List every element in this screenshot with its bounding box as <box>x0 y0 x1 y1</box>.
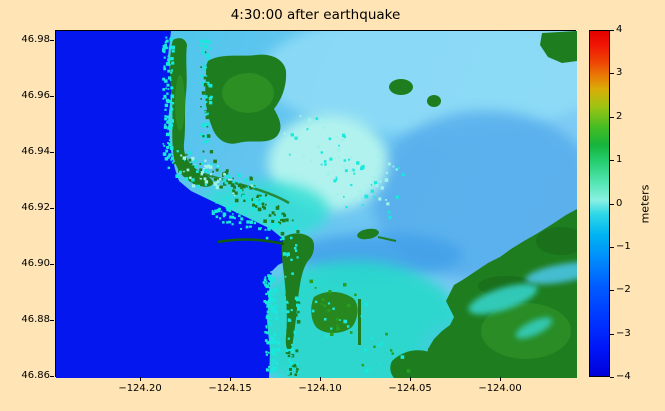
y-tick-mark <box>50 40 54 41</box>
colorbar <box>589 30 610 377</box>
land-shoal-arc <box>200 171 290 205</box>
x-tick-mark <box>140 377 141 381</box>
colorbar-tick-mark <box>610 160 614 161</box>
y-tick-mark <box>50 96 54 97</box>
colorbar-tick-mark <box>610 290 614 291</box>
y-tick-label: 46.92 <box>21 202 50 213</box>
land-island-a <box>389 79 413 95</box>
y-tick-label: 46.90 <box>21 258 50 269</box>
colorbar-tick-mark <box>610 334 614 335</box>
x-tick-label: −124.15 <box>208 383 252 394</box>
colorbar-tick-label: −1 <box>616 240 631 252</box>
land-marsh-island <box>311 291 358 333</box>
y-tick-mark <box>50 208 54 209</box>
y-tick-label: 46.86 <box>21 370 50 381</box>
x-tick-mark <box>230 377 231 381</box>
y-tick-label: 46.96 <box>21 90 50 101</box>
y-tick-label: 46.88 <box>21 314 50 325</box>
x-tick-label: −124.05 <box>388 383 432 394</box>
x-tick-mark <box>500 377 501 381</box>
land-thin-strip <box>358 299 361 345</box>
y-tick-mark <box>50 376 54 377</box>
colorbar-tick-label: 2 <box>616 110 623 122</box>
x-tick-label: −124.20 <box>118 383 162 394</box>
y-tick-mark <box>50 264 54 265</box>
colorbar-tick-label: 0 <box>616 197 623 209</box>
colorbar-tick-label: −3 <box>616 327 631 339</box>
y-tick-mark <box>50 320 54 321</box>
land-bay-island <box>357 228 379 240</box>
colorbar-tick-mark <box>610 30 614 31</box>
colorbar-tick-label: 1 <box>616 154 623 166</box>
y-tick-label: 46.98 <box>21 34 50 45</box>
tsunami-map <box>56 31 577 378</box>
colorbar-tick-mark <box>610 247 614 248</box>
plot-title: 4:30:00 after earthquake <box>230 7 401 23</box>
colorbar-tick-mark <box>610 73 614 74</box>
colorbar-tick-label: −4 <box>616 371 631 382</box>
colorbar-tick-mark <box>610 377 614 378</box>
x-tick-mark <box>410 377 411 381</box>
x-tick-label: −124.10 <box>298 383 342 394</box>
land-top-right-patch <box>540 31 577 63</box>
land-bay-island-tail <box>377 236 397 242</box>
x-tick-mark <box>320 377 321 381</box>
east-land-inlets <box>468 261 577 339</box>
jetty-line <box>217 238 285 246</box>
colorbar-tick-label: 4 <box>616 24 623 35</box>
colorbar-tick-label: −2 <box>616 284 631 296</box>
y-tick-mark <box>50 152 54 153</box>
x-tick-label: −124.00 <box>478 383 522 394</box>
colorbar-tick-label: 3 <box>616 67 623 79</box>
colorbar-tick-mark <box>610 117 614 118</box>
land-island-b <box>427 95 441 107</box>
y-tick-label: 46.94 <box>21 146 50 157</box>
speckle-layer <box>162 36 411 378</box>
ocean-region <box>56 31 294 378</box>
colorbar-tick-mark <box>610 204 614 205</box>
plot-area <box>55 30 577 378</box>
